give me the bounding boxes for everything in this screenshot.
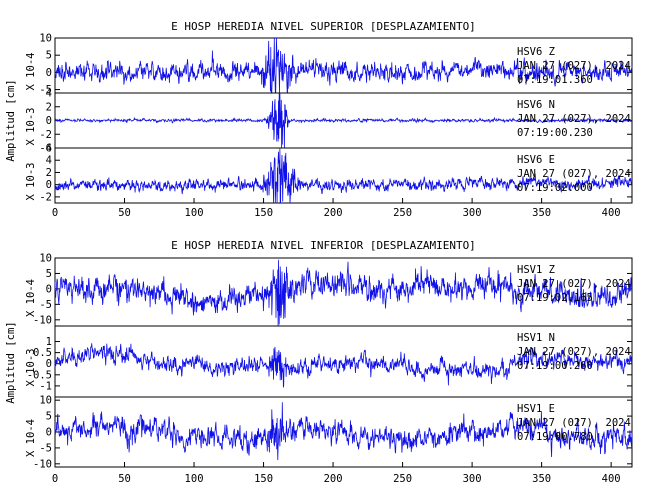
panel-time-text: 07:19:02.000 [517,182,593,194]
y-tick-label: 2 [46,101,52,113]
panel-channel-text: HSV1 Z [517,264,555,276]
panel-date-text: JAN 27 (027), 2024 [517,278,631,290]
y-tick-label: -5 [39,84,52,96]
panel-time-text: 07:19:00.230 [517,127,593,139]
y-tick-label: 10 [39,253,52,265]
scale-label: X 10-3 [25,349,37,387]
scale-label: X 10-4 [25,53,37,91]
panel-hsv1-e: 10 5 0 -5 -10X 10-4 HSV1 E JAN 27 (027), 2024 0… [25,395,633,470]
figure-title: E HOSP HEREDIA NIVEL SUPERIOR [DESPLAZAM… [171,20,476,33]
scale-label: X 10-3 [25,108,37,146]
panel-time-text: 07:19:01.360 [517,74,593,86]
scale-label: X 10-4 [25,279,37,317]
panel-date-text: JAN 27 (027), 2024 [517,346,631,358]
waveform-hsv1-z [54,259,633,327]
y-tick-label: 6 [46,143,52,155]
y-tick-label: -10 [33,314,52,326]
panel-hsv1-n: 10.50-0.5-1X 10-3 HSV1 N JAN 27 (027), 202… [25,325,633,398]
panel-channel-text: HSV6 Z [517,46,555,58]
y-tick-label: 5 [46,50,52,62]
x-tick-label: 250 [393,207,412,219]
x-tick-label: 50 [118,207,131,219]
panel-frame [54,147,633,204]
panel-hsv1-z: 10 5 0 -5 -10X 10-4 HSV1 Z JAN 27 (027), 2024 0… [25,253,633,327]
y-tick-label: 0 [46,427,52,439]
y-tick-label: -2 [39,191,52,203]
x-tick-label: 100 [185,473,204,485]
x-tick-label: 200 [324,207,343,219]
panel-time-text: 07:19:00.260 [517,360,593,372]
y-axis-label: Amplitud [cm] [5,321,17,403]
y-tick-label: 1 [46,336,52,348]
y-tick-label: 0 [46,283,52,295]
y-tick-label: 10 [39,395,52,407]
y-tick-label: -5 [39,442,52,454]
x-tick-label: 0 [52,207,58,219]
panel-hsv6-n: 42 0 -2 -4X 10-3 HSV6 N JAN 27 (027), 2024 07:… [25,88,633,155]
panel-channel-text: HSV6 E [517,154,555,166]
x-tick-label: 250 [393,473,412,485]
scale-label: X 10-3 [25,163,37,201]
y-axis-label: Amplitud [cm] [5,79,17,161]
waveform-hsv1-n [54,343,633,388]
waveform-hsv6-z [54,37,633,94]
x-tick-label: 150 [254,473,273,485]
panel-date-text: JAN 27 (027), 2024 [517,60,631,72]
panel-channel-text: HSV1 E [517,403,555,415]
y-tick-label: -10 [33,458,52,470]
y-tick-label: 0.5 [33,347,52,359]
x-tick-label: 400 [602,473,621,485]
panel-channel-text: HSV6 N [517,99,555,111]
panel-date-text: JAN 27 (027), 2024 [517,417,631,429]
y-tick-label: 0 [46,67,52,79]
x-tick-label: 200 [324,473,343,485]
x-tick-label: 300 [463,473,482,485]
x-axis: 0 50 100 150 200 250 300 350 400 [52,198,621,219]
y-tick-label: -2 [39,129,52,141]
waveform-hsv1-e [54,402,633,461]
scale-label: X 10-4 [25,419,37,457]
x-tick-label: 50 [118,473,131,485]
x-tick-label: 350 [532,473,551,485]
y-tick-label: 5 [46,411,52,423]
x-tick-label: 150 [254,207,273,219]
panel-channel-text: HSV1 N [517,332,555,344]
panel-date-text: JAN 27 (027), 2024 [517,168,631,180]
y-tick-label: 4 [46,88,52,100]
x-tick-label: 400 [602,207,621,219]
y-tick-label: 4 [46,155,52,167]
panel-date-text: JAN 27 (027), 2024 [517,113,631,125]
x-tick-label: 0 [52,473,58,485]
y-tick-label: 0 [46,115,52,127]
y-tick-label: 10 [39,33,52,45]
inferior-level-figure: E HOSP HEREDIA NIVEL INFERIOR [DESPLAZAM… [5,239,633,485]
x-tick-label: 350 [532,207,551,219]
waveform-hsv6-n [54,92,632,149]
y-tick-label: -1 [39,380,52,392]
x-axis: 0 50 100 150 200 250 300 350 400 [52,462,621,485]
y-tick-label: -0.5 [27,369,52,381]
figure-title: E HOSP HEREDIA NIVEL INFERIOR [DESPLAZAM… [171,239,476,252]
panel-time-text: 07:19:02.165 [517,292,593,304]
panel-time-text: 07:19:00.780 [517,431,593,443]
y-tick-label: -4 [39,143,52,155]
panel-group: 10 5 0 -5X 10-4 HSV6 Z JAN 27 (027), 2024 07:1… [25,33,633,205]
waveform-hsv6-e [54,148,633,205]
x-tick-label: 300 [463,207,482,219]
y-tick-label: 5 [46,268,52,280]
y-tick-label: -5 [39,299,52,311]
y-tick-label: 0 [46,358,52,370]
superior-level-figure: E HOSP HEREDIA NIVEL SUPERIOR [DESPLAZAM… [5,20,633,219]
y-tick-label: 0 [46,179,52,191]
x-tick-label: 100 [185,207,204,219]
y-tick-label: 2 [46,167,52,179]
panel-hsv6-z: 10 5 0 -5X 10-4 HSV6 Z JAN 27 (027), 2024 07:1… [25,33,633,96]
